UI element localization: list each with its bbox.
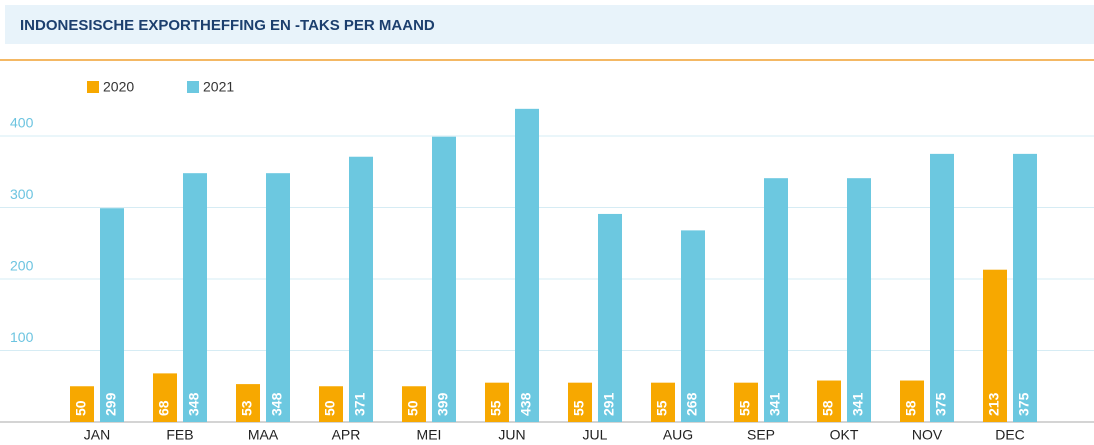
- x-tick-label: NOV: [912, 427, 943, 443]
- value-label: 375: [933, 392, 949, 416]
- bar: [432, 136, 456, 422]
- bar: [70, 386, 94, 422]
- x-tick-label: SEP: [747, 427, 775, 443]
- bar: [1013, 153, 1037, 422]
- value-label: 58: [820, 400, 836, 416]
- value-label: 50: [73, 400, 89, 416]
- value-label: 55: [571, 400, 587, 416]
- value-label: 348: [269, 392, 285, 416]
- bar: [681, 230, 705, 422]
- x-tick-label: JUL: [583, 427, 608, 443]
- bar: [900, 380, 924, 422]
- value-label: 50: [405, 400, 421, 416]
- x-tick-label: FEB: [166, 427, 193, 443]
- legend-label: 2021: [203, 79, 234, 95]
- value-label: 438: [518, 392, 534, 416]
- y-tick-label: 100: [10, 329, 34, 345]
- bar: [485, 382, 509, 422]
- bar: [153, 373, 177, 422]
- bar: [183, 173, 207, 422]
- value-label: 375: [1016, 392, 1032, 416]
- value-label: 55: [488, 400, 504, 416]
- y-tick-label: 300: [10, 186, 34, 202]
- value-label: 268: [684, 392, 700, 416]
- value-label: 213: [986, 392, 1002, 416]
- bar: [598, 213, 622, 422]
- bar: [236, 384, 260, 422]
- value-label: 399: [435, 392, 451, 416]
- x-tick-label: AUG: [663, 427, 693, 443]
- x-tick-label: DEC: [995, 427, 1025, 443]
- bar: [847, 178, 871, 422]
- value-label: 299: [103, 392, 119, 416]
- bar: [734, 382, 758, 422]
- bar: [764, 178, 788, 422]
- bar: [930, 153, 954, 422]
- bar: [515, 108, 539, 422]
- value-label: 341: [850, 392, 866, 416]
- x-tick-label: APR: [332, 427, 361, 443]
- bar: [817, 380, 841, 422]
- x-tick-label: OKT: [830, 427, 859, 443]
- value-label: 291: [601, 392, 617, 416]
- legend-swatch: [87, 81, 99, 93]
- value-label: 58: [903, 400, 919, 416]
- bar: [651, 382, 675, 422]
- bar: [568, 382, 592, 422]
- bar: [266, 173, 290, 422]
- y-tick-label: 200: [10, 258, 34, 274]
- x-tick-label: JUN: [498, 427, 525, 443]
- value-label: 371: [352, 392, 368, 416]
- value-label: 55: [654, 400, 670, 416]
- bar: [349, 156, 373, 423]
- value-label: 53: [239, 400, 255, 416]
- bar: [319, 386, 343, 422]
- legend-swatch: [187, 81, 199, 93]
- x-tick-label: MAA: [248, 427, 279, 443]
- x-tick-label: MEI: [417, 427, 442, 443]
- x-tick-label: JAN: [84, 427, 110, 443]
- value-label: 50: [322, 400, 338, 416]
- bar: [100, 208, 124, 422]
- value-label: 341: [767, 392, 783, 416]
- value-label: 55: [737, 400, 753, 416]
- y-tick-label: 400: [10, 115, 34, 131]
- value-label: 348: [186, 392, 202, 416]
- chart-title: INDONESISCHE EXPORTHEFFING EN -TAKS PER …: [20, 17, 435, 34]
- bar: [402, 386, 426, 422]
- bar: [983, 269, 1007, 422]
- value-label: 68: [156, 400, 172, 416]
- title-bar: [5, 5, 1094, 44]
- legend-label: 2020: [103, 79, 134, 95]
